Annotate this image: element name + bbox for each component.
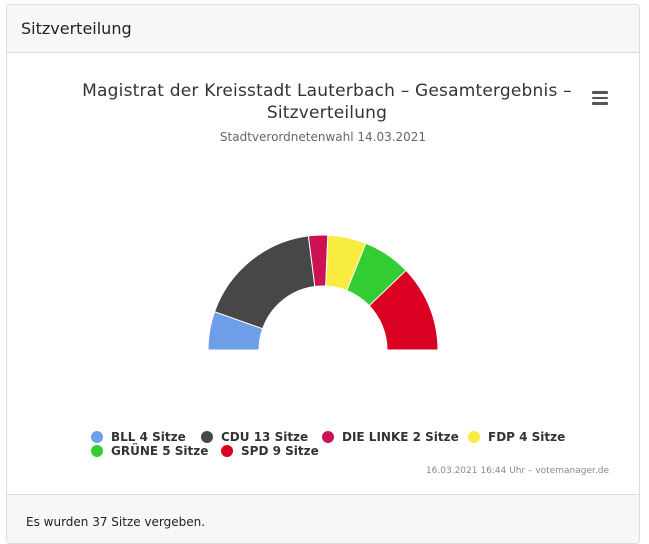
legend-label: DIE LINKE 2 Sitze bbox=[342, 430, 459, 444]
card-footer: Es wurden 37 Sitze vergeben. bbox=[7, 494, 639, 543]
legend-label: BLL 4 Sitze bbox=[111, 430, 186, 444]
legend-dot-fdp bbox=[468, 431, 480, 443]
legend-item-gruene[interactable]: GRÜNE 5 Sitze bbox=[91, 444, 208, 458]
legend-dot-cdu bbox=[201, 431, 213, 443]
legend-dot-die-linke bbox=[322, 431, 334, 443]
legend-label: SPD 9 Sitze bbox=[241, 444, 319, 458]
slice-cdu[interactable] bbox=[213, 235, 316, 330]
hamburger-menu-icon[interactable] bbox=[592, 91, 608, 105]
seat-distribution-card: Sitzverteilung Magistrat der Kreisstadt … bbox=[6, 4, 640, 544]
footer-text: Es wurden 37 Sitze vergeben. bbox=[26, 515, 206, 529]
legend-dot-bll bbox=[91, 431, 103, 443]
chart-subtitle: Stadtverordnetenwahl 14.03.2021 bbox=[219, 130, 427, 144]
legend-item-die-linke[interactable]: DIE LINKE 2 Sitze bbox=[322, 430, 459, 444]
chart-area: Magistrat der Kreisstadt Lauterbach – Ge… bbox=[7, 54, 639, 494]
legend-item-cdu[interactable]: CDU 13 Sitze bbox=[201, 430, 308, 444]
slice-spd[interactable] bbox=[368, 269, 439, 351]
legend-dot-gruene bbox=[91, 445, 103, 457]
legend-item-fdp[interactable]: FDP 4 Sitze bbox=[468, 430, 565, 444]
legend-dot-spd bbox=[221, 445, 233, 457]
legend-label: CDU 13 Sitze bbox=[221, 430, 309, 444]
card-header: Sitzverteilung bbox=[7, 5, 639, 53]
card-title: Sitzverteilung bbox=[21, 19, 132, 38]
legend-label: GRÜNE 5 Sitze bbox=[111, 444, 209, 458]
legend-item-spd[interactable]: SPD 9 Sitze bbox=[221, 444, 319, 458]
chart-title: Magistrat der Kreisstadt Lauterbach – Ge… bbox=[82, 81, 572, 123]
chart-svg bbox=[207, 234, 439, 351]
legend-label: FDP 4 Sitze bbox=[488, 430, 566, 444]
legend-item-bll[interactable]: BLL 4 Sitze bbox=[91, 430, 186, 444]
chart-credits[interactable]: 16.03.2021 16:44 Uhr – votemanager.de bbox=[425, 466, 609, 476]
